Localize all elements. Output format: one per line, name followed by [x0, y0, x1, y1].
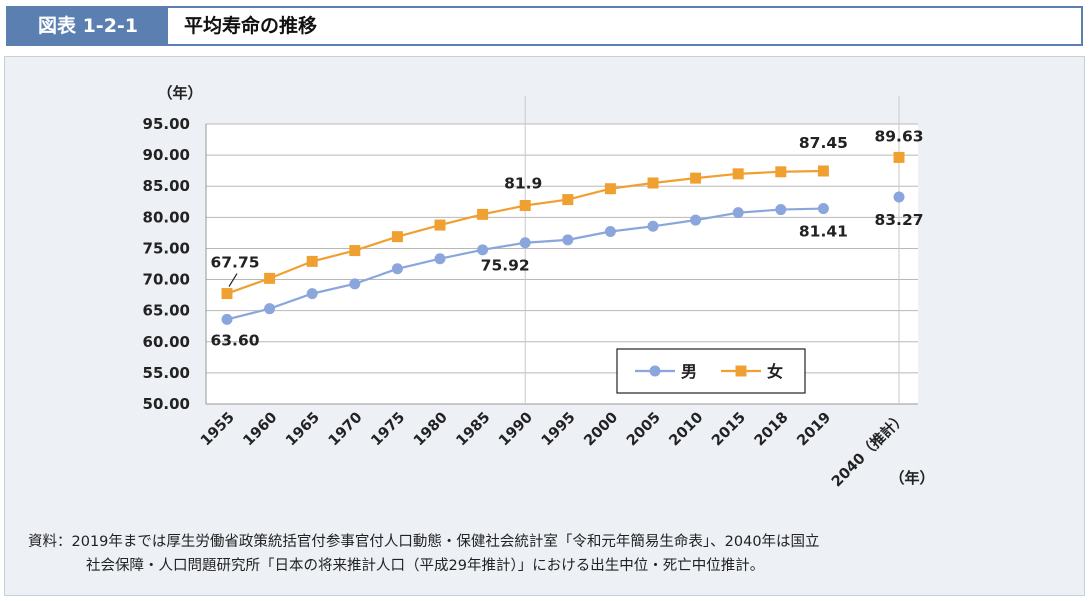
y-tick-label: 65.00	[143, 302, 190, 320]
y-tick-label: 90.00	[143, 146, 190, 164]
data-point-female	[647, 177, 659, 189]
data-point-female	[391, 231, 403, 243]
data-point-female	[893, 151, 905, 163]
figure-number-badge: 図表 1-2-1	[8, 8, 168, 44]
data-point-female	[775, 166, 787, 178]
data-label: 89.63	[874, 127, 923, 145]
data-point-female	[817, 165, 829, 177]
y-tick-label: 70.00	[143, 271, 190, 289]
legend-label-male: 男	[681, 362, 697, 381]
source-note-line-2: 社会保障・人口問題研究所「日本の将来推計人口（平成29年推計）」における出生中位…	[86, 558, 765, 574]
y-tick-label: 95.00	[143, 115, 190, 133]
data-point-female	[264, 272, 276, 284]
data-point-male	[893, 191, 905, 203]
data-point-female	[690, 172, 702, 184]
legend-label-female: 女	[767, 362, 783, 381]
data-point-female	[732, 168, 744, 180]
data-point-male	[477, 244, 489, 256]
y-tick-label: 55.00	[143, 364, 190, 382]
data-label: 81.9	[504, 175, 542, 193]
data-label-leader-line	[228, 273, 238, 287]
y-tick-label: 85.00	[143, 177, 190, 195]
x-tick-label: 1960	[241, 410, 281, 450]
data-label: 67.75	[210, 254, 259, 272]
source-note-line-1: 資料：2019年までは厚生労働省政策統括官付参事官付人口動態・保健社会統計室「令…	[28, 534, 820, 550]
data-label: 87.45	[799, 134, 848, 152]
x-tick-label: 2015	[709, 410, 749, 450]
y-tick-label: 75.00	[143, 239, 190, 257]
data-point-male	[562, 234, 574, 246]
y-tick-label: 50.00	[143, 395, 190, 413]
data-point-female	[349, 245, 361, 257]
data-point-male	[690, 214, 702, 226]
data-point-male	[775, 204, 787, 216]
data-point-female	[434, 219, 446, 231]
x-tick-label: 1955	[198, 410, 238, 450]
data-point-male	[732, 207, 744, 219]
y-tick-label: 80.00	[143, 208, 190, 226]
data-point-male	[604, 226, 616, 238]
x-tick-label: 1975	[368, 410, 408, 450]
data-point-male	[647, 220, 659, 232]
figure-header: 図表 1-2-1 平均寿命の推移	[6, 6, 1083, 46]
data-label: 81.41	[799, 223, 848, 241]
data-label: 63.60	[210, 331, 259, 349]
x-tick-label: 1965	[283, 410, 323, 450]
legend-marker-female	[735, 365, 747, 377]
data-point-female	[519, 200, 531, 212]
y-tick-label: 60.00	[143, 333, 190, 351]
figure-title: 平均寿命の推移	[184, 15, 318, 37]
x-tick-label: 2019	[794, 410, 834, 450]
data-point-male	[264, 303, 276, 315]
data-point-male	[221, 313, 233, 325]
data-label: 83.27	[874, 211, 923, 229]
data-point-female	[306, 255, 318, 267]
x-tick-label: 1985	[454, 410, 494, 450]
data-point-male	[391, 263, 403, 275]
x-tick-label: 2010	[667, 410, 707, 450]
data-point-male	[306, 288, 318, 300]
x-tick-label: 1990	[496, 410, 536, 450]
data-point-female	[221, 288, 233, 300]
data-label: 75.92	[481, 257, 530, 275]
x-tick-label: 1995	[539, 410, 579, 450]
y-axis-unit-label: （年）	[157, 84, 202, 102]
x-tick-label: 2000	[581, 410, 621, 450]
data-point-female	[604, 183, 616, 195]
data-point-female	[477, 208, 489, 220]
data-point-female	[562, 194, 574, 206]
data-point-male	[519, 237, 531, 249]
x-tick-label: 1980	[411, 410, 451, 450]
x-axis-unit-label: （年）	[889, 469, 934, 487]
x-tick-label: 1970	[326, 410, 366, 450]
x-tick-label: 2005	[624, 410, 664, 450]
data-point-male	[434, 253, 446, 265]
data-point-male	[349, 278, 361, 290]
legend-marker-male	[649, 365, 661, 377]
data-point-male	[817, 203, 829, 215]
x-tick-label: 2018	[752, 410, 792, 450]
